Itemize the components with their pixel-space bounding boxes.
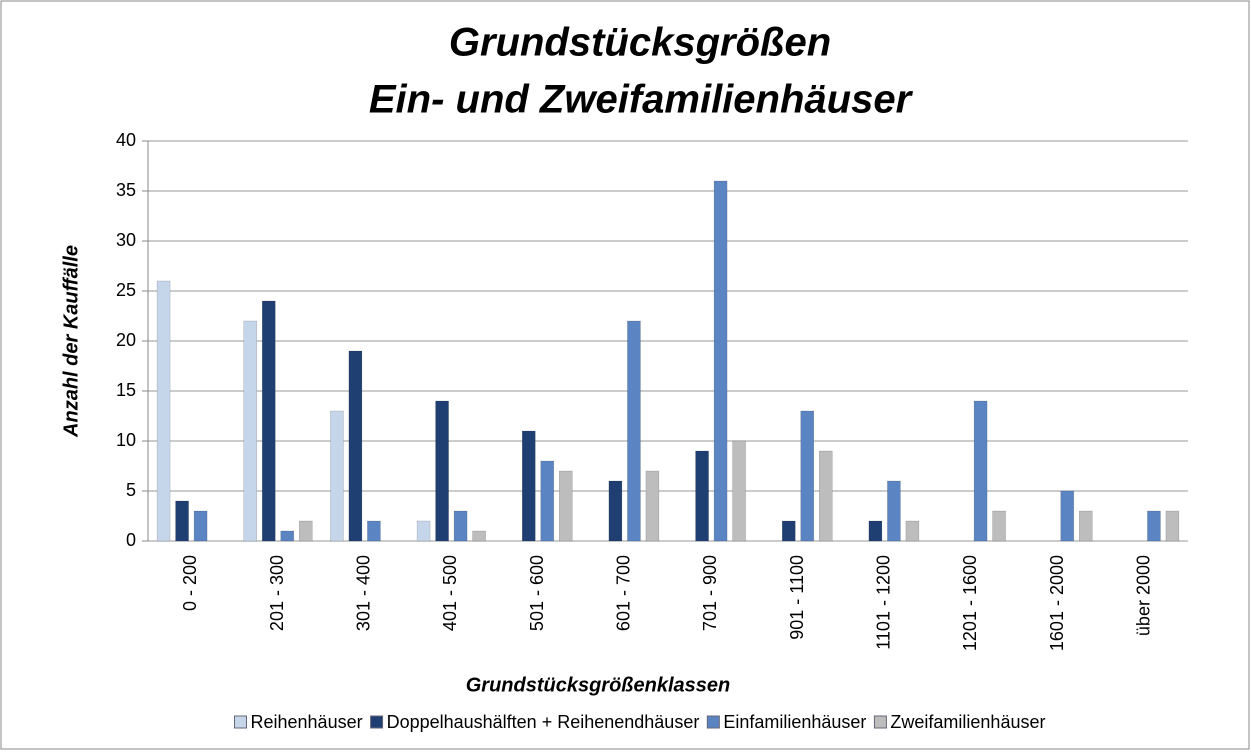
legend-swatch [706, 715, 720, 729]
y-tick-label: 10 [116, 430, 136, 450]
x-tick-label: 0 - 200 [180, 555, 200, 611]
y-tick-label: 15 [116, 380, 136, 400]
bar [559, 470, 573, 542]
bar [695, 450, 709, 542]
bar [887, 480, 901, 542]
bar [175, 500, 189, 542]
x-tick-label: 1101 - 1200 [873, 555, 893, 650]
bar [627, 320, 641, 542]
bar [608, 480, 623, 542]
bar [330, 410, 344, 542]
bar [973, 400, 988, 542]
x-tick-label: über 2000 [1133, 555, 1153, 636]
bar [800, 410, 814, 542]
chart-title: Ein- und Zweifamilienhäuser [369, 78, 914, 122]
x-tick-label: 601 - 700 [613, 555, 633, 631]
bar [522, 430, 536, 542]
bar [713, 180, 728, 542]
y-tick-label: 20 [116, 330, 136, 350]
bar [367, 520, 381, 542]
legend-label: Doppelhaushälften + Reihenendhäuser [387, 712, 700, 732]
bar [992, 510, 1006, 542]
bar [868, 520, 883, 542]
bar [435, 400, 449, 542]
x-tick-label: 501 - 600 [527, 555, 547, 631]
bar [348, 350, 363, 542]
bar [299, 520, 313, 542]
bar [1060, 490, 1074, 542]
bar [1079, 510, 1093, 542]
x-axis-title: Grundstücksgrößenklassen [466, 674, 731, 696]
legend-swatch [873, 715, 887, 729]
bar [732, 440, 746, 542]
x-tick-label: 1201 - 1600 [960, 555, 980, 651]
bar [1147, 510, 1161, 542]
bar [472, 530, 486, 542]
x-tick-label: 201 - 300 [267, 555, 287, 631]
bar [819, 450, 833, 542]
y-tick-label: 5 [126, 480, 136, 500]
bar [645, 470, 660, 542]
bar [782, 520, 796, 542]
bar [1165, 510, 1180, 542]
legend-label: Zweifamilienhäuser [890, 712, 1045, 732]
bar [280, 530, 294, 542]
bar [193, 510, 208, 542]
y-tick-label: 35 [116, 180, 136, 200]
bar [453, 510, 468, 542]
bar [540, 460, 554, 542]
x-tick-label: 701 - 900 [700, 555, 720, 631]
y-axis-title: Anzahl der Kauffälle [60, 245, 82, 438]
legend-swatch [234, 715, 248, 729]
y-tick-label: 25 [116, 280, 136, 300]
x-tick-label: 301 - 400 [353, 555, 373, 631]
bar [416, 520, 431, 542]
y-tick-label: 40 [116, 130, 136, 150]
bar [262, 300, 276, 542]
legend-label: Einfamilienhäuser [723, 712, 866, 732]
y-tick-label: 0 [126, 530, 136, 550]
bar [156, 280, 171, 542]
legend-label: Reihenhäuser [251, 712, 363, 732]
legend-swatch [370, 715, 384, 729]
y-tick-label: 30 [116, 230, 136, 250]
bar [905, 520, 920, 542]
chart-title: Grundstücksgrößen [449, 21, 831, 65]
x-tick-label: 1601 - 2000 [1047, 555, 1067, 651]
x-tick-label: 901 - 1100 [787, 555, 807, 640]
bar [243, 320, 257, 542]
x-tick-label: 401 - 500 [440, 555, 460, 631]
